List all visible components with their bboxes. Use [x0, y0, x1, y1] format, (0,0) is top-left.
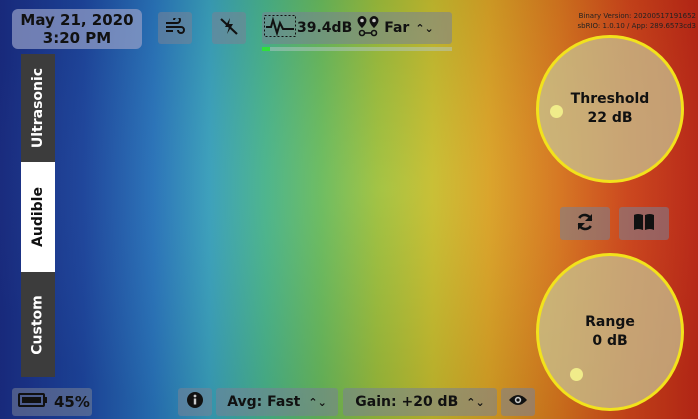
refresh-button[interactable] [560, 207, 610, 240]
battery-percent: 45% [54, 393, 90, 411]
info-button[interactable] [178, 388, 212, 416]
level-progress-fill [262, 47, 270, 51]
pin-link-icon [356, 15, 380, 41]
refresh-icon [575, 212, 595, 236]
waveform-icon [264, 15, 296, 41]
time-label: 3:20 PM [42, 29, 112, 47]
visibility-button[interactable] [501, 388, 535, 416]
battery-status: 45% [12, 388, 92, 416]
level-progress-bar [262, 47, 452, 51]
wind-button[interactable] [158, 12, 192, 44]
chevron-updown-icon: ⌃⌄ [308, 395, 327, 409]
tab-label: Ultrasonic [30, 67, 47, 149]
sbrio-version: sbRIO: 1.0.10 / App: 289.6573cd3 [577, 22, 696, 30]
datetime-display: May 21, 2020 3:20 PM [12, 9, 142, 49]
threshold-handle[interactable] [550, 105, 563, 118]
strike-off-icon [219, 16, 239, 40]
mode-tabs: Ultrasonic Audible Custom [21, 54, 55, 377]
info-icon [186, 391, 204, 413]
sound-level: 39.4dB [297, 20, 353, 36]
book-icon [633, 213, 655, 235]
averaging-label: Avg: Fast [227, 394, 301, 410]
version-info: Binary Version: 20200517191652 sbRIO: 1.… [578, 11, 696, 31]
tab-custom[interactable]: Custom [21, 272, 55, 377]
threshold-value: 22 dB [587, 110, 633, 126]
tab-audible[interactable]: Audible [21, 162, 55, 272]
range-dial[interactable]: Range 0 dB [536, 253, 684, 411]
date-label: May 21, 2020 [20, 11, 134, 29]
gain-select[interactable]: Gain: +20 dB ⌃⌄ [343, 388, 497, 416]
distance-mode: Far [384, 20, 410, 36]
gain-label: Gain: +20 dB [355, 394, 459, 410]
binary-version: Binary Version: 20200517191652 [578, 12, 696, 20]
range-handle[interactable] [570, 368, 583, 381]
eye-icon [508, 393, 528, 411]
battery-icon [18, 392, 48, 412]
book-button[interactable] [619, 207, 669, 240]
threshold-title: Threshold [570, 91, 650, 107]
range-value: 0 dB [592, 333, 628, 349]
range-title: Range [585, 314, 635, 330]
tab-ultrasonic[interactable]: Ultrasonic [21, 54, 55, 162]
chevron-updown-icon: ⌃⌄ [466, 395, 485, 409]
tab-label: Custom [30, 294, 47, 355]
wind-icon [165, 16, 185, 38]
chevron-updown-icon: ⌃⌄ [415, 21, 434, 35]
averaging-select[interactable]: Avg: Fast ⌃⌄ [216, 388, 338, 416]
disable-button[interactable] [212, 12, 246, 44]
tab-label: Audible [30, 187, 46, 247]
sensor-readout-button[interactable]: 39.4dB Far ⌃⌄ [262, 12, 452, 44]
